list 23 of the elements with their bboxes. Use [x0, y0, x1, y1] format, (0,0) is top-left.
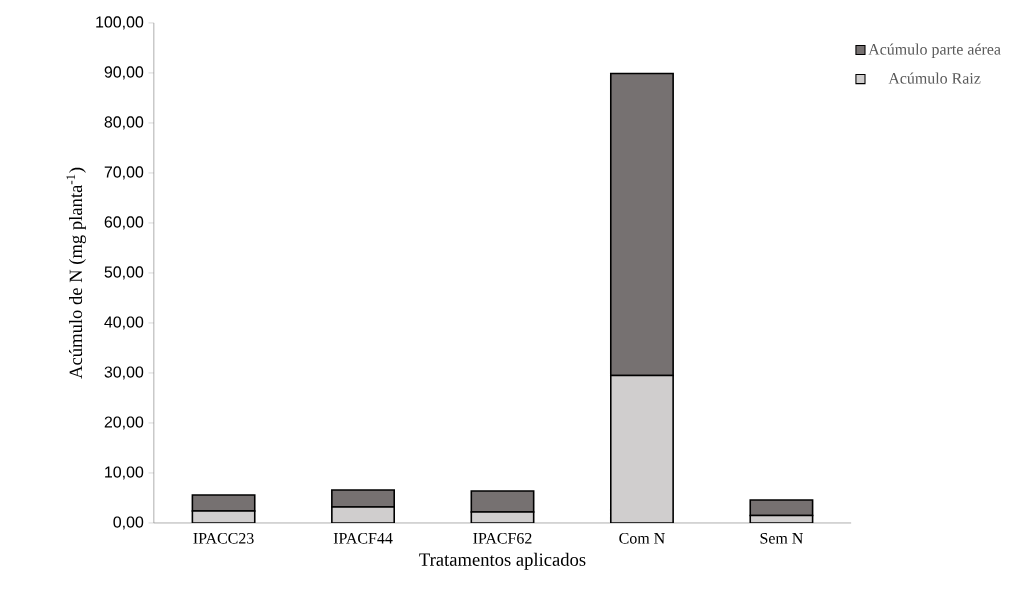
x-tick-label: IPACF62	[473, 532, 532, 544]
y-tick-label: 90,00	[104, 66, 144, 80]
y-tick-label: 10,00	[105, 466, 144, 480]
y-tick-label: 80,00	[104, 116, 144, 130]
y-tick-label: 70,00	[104, 166, 144, 180]
y-tick-label: 60,00	[104, 216, 144, 230]
x-tick-label: IPACC23	[193, 532, 254, 544]
x-axis-title: Tratamentos aplicados	[419, 552, 586, 570]
y-axis-title: Acúmulo de N (mg planta$^{-1}$)	[66, 167, 86, 379]
y-tick-label: 0,00	[113, 516, 144, 530]
x-tick-label: Sem N	[760, 532, 803, 544]
legend-label: Acúmulo Raiz	[888, 72, 981, 84]
y-tick-label: 50,00	[104, 266, 144, 280]
x-tick-label: IPACF44	[333, 532, 393, 544]
y-tick-label: 40,00	[104, 316, 144, 330]
y-tick-label: 20,00	[104, 416, 144, 430]
bar	[331, 489, 396, 508]
bar	[470, 490, 535, 513]
x-tick-label: Com N	[619, 532, 665, 544]
y-tick-label: 100,00	[96, 16, 144, 30]
y-tick-label: 30,00	[104, 366, 144, 380]
bar	[609, 374, 674, 523]
legend-label: Acúmulo parte aérea	[868, 43, 1001, 58]
